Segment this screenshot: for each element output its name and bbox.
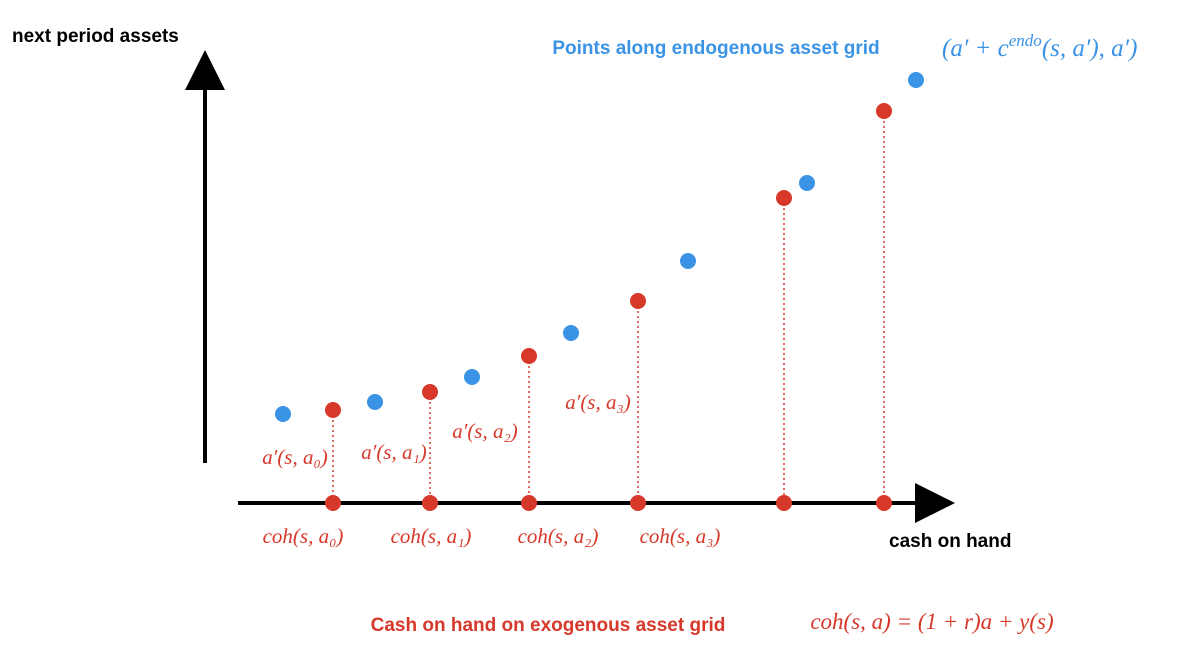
axis-point — [325, 495, 341, 511]
endo-formula: (a′ + cendo(s, a′), a′) — [942, 31, 1137, 62]
blue-points — [275, 72, 924, 422]
point — [275, 406, 291, 422]
policy-label: a′(s, a₀) — [262, 445, 328, 469]
point — [325, 402, 341, 418]
point — [464, 369, 480, 385]
point — [776, 190, 792, 206]
point — [630, 293, 646, 309]
point — [799, 175, 815, 191]
point — [908, 72, 924, 88]
axis-point — [876, 495, 892, 511]
coh-label: coh(s, a₁) — [391, 524, 472, 548]
policy-label: a′(s, a₁) — [361, 440, 427, 464]
endo-title: Points along endogenous asset grid — [552, 38, 879, 59]
point — [680, 253, 696, 269]
formula-part: (a′ + c — [942, 35, 1009, 62]
axis-point — [521, 495, 537, 511]
policy-label: a′(s, a₃) — [565, 390, 631, 414]
coh-label: coh(s, a₀) — [263, 524, 344, 548]
point — [422, 384, 438, 400]
point — [563, 325, 579, 341]
formula-sup: endo — [1009, 31, 1042, 50]
axis-point — [630, 495, 646, 511]
point — [521, 348, 537, 364]
dotted-lines — [332, 111, 885, 503]
point — [367, 394, 383, 410]
y-label: next period assets — [12, 26, 179, 47]
red-points — [325, 103, 892, 511]
formula-part: (s, a′), a′) — [1042, 35, 1138, 62]
coh-label: coh(s, a₂) — [518, 524, 599, 548]
exo-formula: coh(s, a) = (1 + r)a + y(s) — [810, 609, 1053, 634]
policy-label: a′(s, a₂) — [452, 419, 518, 443]
coh-label: coh(s, a₃) — [640, 524, 721, 548]
axis-point — [776, 495, 792, 511]
point — [876, 103, 892, 119]
exo-title: Cash on hand on exogenous asset grid — [371, 615, 726, 636]
x-label: cash on hand — [889, 531, 1011, 552]
axis-point — [422, 495, 438, 511]
